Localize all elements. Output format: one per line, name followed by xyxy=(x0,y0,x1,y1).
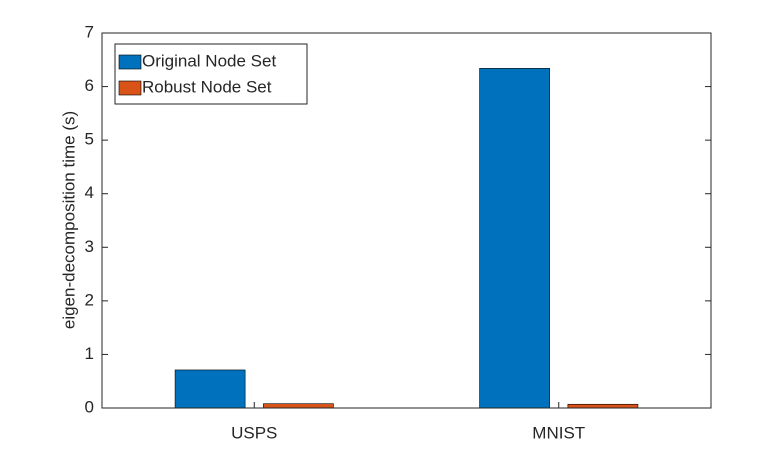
bar xyxy=(174,369,246,409)
bar xyxy=(567,403,639,409)
y-tick-label: 1 xyxy=(85,344,94,363)
bar xyxy=(479,68,550,409)
x-tick-label: MNIST xyxy=(532,423,585,442)
y-tick-label: 0 xyxy=(85,397,94,416)
legend-box xyxy=(114,43,308,105)
legend-swatch xyxy=(118,80,142,96)
bar xyxy=(263,403,334,409)
legend-label: Robust Node Set xyxy=(142,77,272,96)
legend-swatch xyxy=(118,54,142,70)
x-tick-label: USPS xyxy=(231,423,277,442)
y-tick-label: 6 xyxy=(85,76,94,95)
y-tick-label: 7 xyxy=(85,22,94,41)
y-tick-label: 5 xyxy=(85,130,94,149)
legend-label: Original Node Set xyxy=(142,51,276,70)
y-tick-label: 3 xyxy=(85,237,94,256)
y-tick-label: 4 xyxy=(85,183,94,202)
axes-box xyxy=(101,32,712,409)
y-tick-label: 2 xyxy=(85,290,94,309)
y-axis-label: eigen-decomposition time (s) xyxy=(59,111,78,329)
